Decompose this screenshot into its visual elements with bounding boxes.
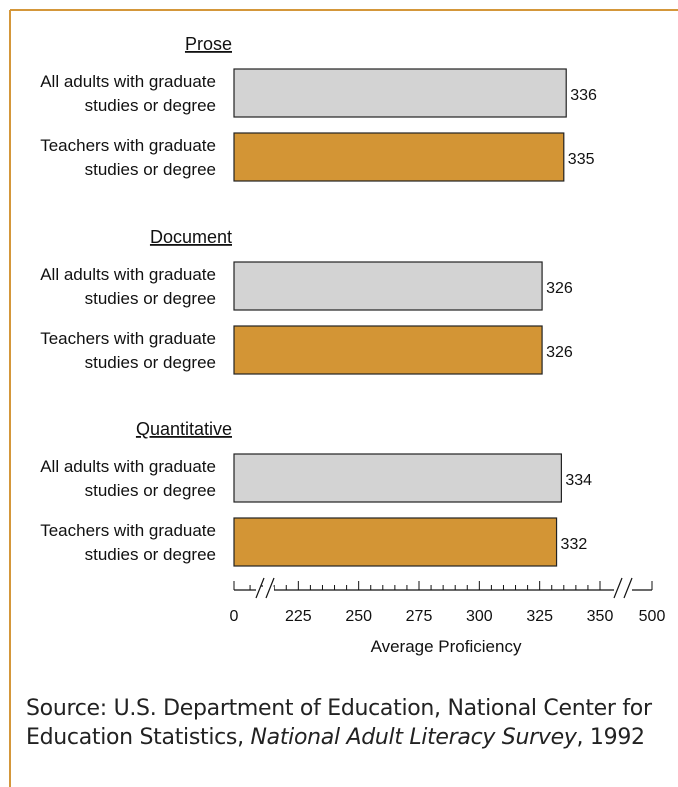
tick-label: 225 xyxy=(285,608,312,625)
data-label: 326 xyxy=(546,280,573,297)
source-title: National Adult Literacy Survey xyxy=(250,725,577,750)
bar-label-line1: All adults with graduate xyxy=(40,265,216,284)
source-note: Source: U.S. Department of Education, Na… xyxy=(26,694,671,752)
bar-label-line2: studies or degree xyxy=(85,545,216,564)
bar-label-line1: Teachers with graduate xyxy=(40,329,216,348)
source-suffix: , 1992 xyxy=(576,725,645,750)
bar-label-line1: All adults with graduate xyxy=(40,72,216,91)
x-axis-title: Average Proficiency xyxy=(371,637,522,656)
tick-label: 350 xyxy=(587,608,614,625)
tick-label: 0 xyxy=(230,608,239,625)
axis-break-mark xyxy=(623,577,633,599)
bar-label-line1: Teachers with graduate xyxy=(40,136,216,155)
data-label: 336 xyxy=(570,87,597,104)
bar xyxy=(233,132,565,182)
data-label: 335 xyxy=(568,151,595,168)
axis-break-mark xyxy=(265,577,275,599)
bar-label-line2: studies or degree xyxy=(85,289,216,308)
tick-label: 250 xyxy=(345,608,372,625)
tick-label: 300 xyxy=(466,608,493,625)
bar-label-line2: studies or degree xyxy=(85,353,216,372)
bar-label-line1: All adults with graduate xyxy=(40,457,216,476)
bar-label-line2: studies or degree xyxy=(85,96,216,115)
bar-label-line2: studies or degree xyxy=(85,481,216,500)
bar xyxy=(233,453,562,503)
axis-break-mark xyxy=(255,577,265,599)
tick-label: 275 xyxy=(406,608,433,625)
bar-label-line1: Teachers with graduate xyxy=(40,521,216,540)
bar xyxy=(233,517,558,567)
group-title: Document xyxy=(150,227,232,247)
tick-label: 500 xyxy=(639,608,666,625)
bar xyxy=(233,261,543,311)
data-label: 334 xyxy=(565,472,592,489)
bar xyxy=(233,325,543,375)
axis-break-gap xyxy=(256,587,274,593)
tick-label: 325 xyxy=(526,608,553,625)
group-title: Prose xyxy=(185,34,232,54)
bar-chart: Prose All adults with graduate studies or … xyxy=(40,34,666,656)
data-label: 326 xyxy=(546,344,573,361)
bar-label-line2: studies or degree xyxy=(85,160,216,179)
axis-break-gap xyxy=(614,587,632,593)
axis-break-mark xyxy=(613,577,623,599)
source-prefix: Source: U.S. Department of Education, Na… xyxy=(26,696,652,750)
bar xyxy=(233,68,567,118)
group-title: Quantitative xyxy=(136,419,232,439)
data-label: 332 xyxy=(561,536,588,553)
